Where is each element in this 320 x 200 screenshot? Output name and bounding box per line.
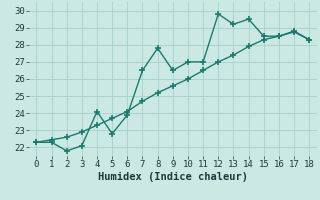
X-axis label: Humidex (Indice chaleur): Humidex (Indice chaleur) xyxy=(98,172,248,182)
